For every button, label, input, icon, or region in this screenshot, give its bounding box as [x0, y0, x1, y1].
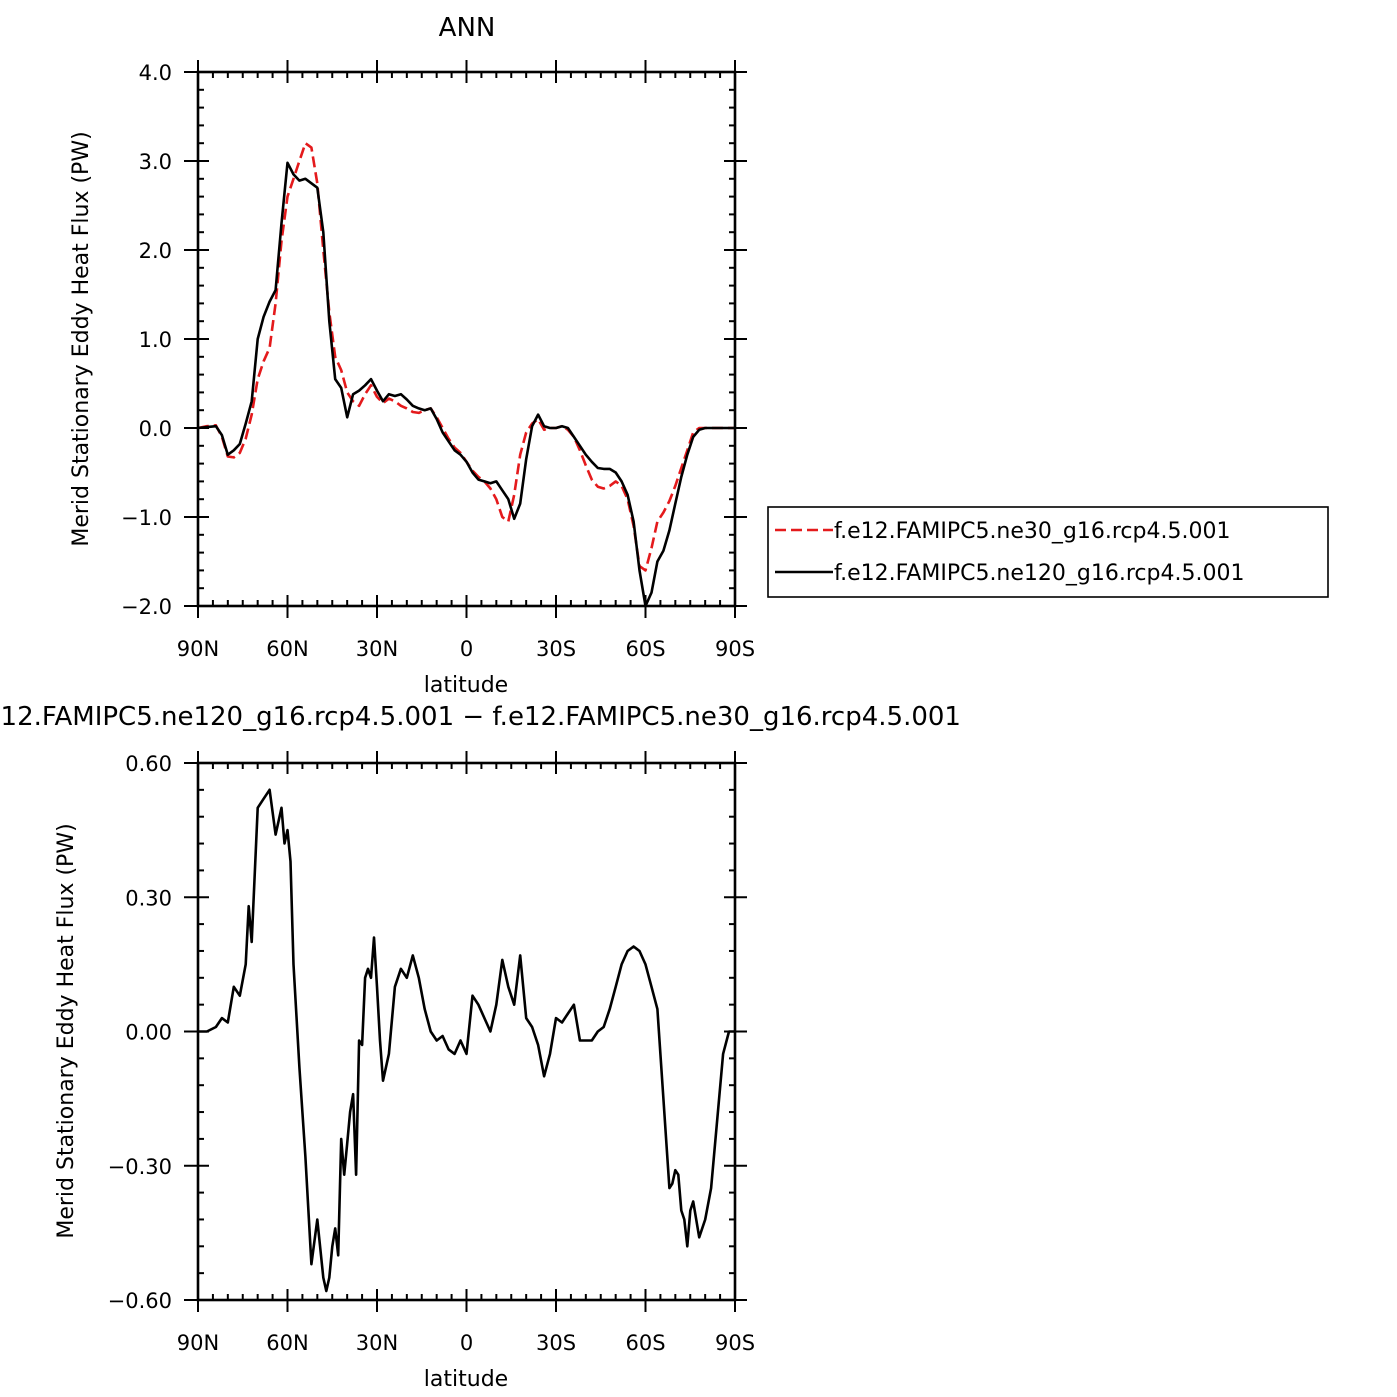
top-x-tick-label: 90N [177, 637, 219, 661]
bottom-chart-x-axis-title: latitude [424, 1367, 508, 1392]
bottom-chart-y-tick-labels: −0.60 −0.30 0.00 0.30 0.60 [108, 752, 172, 1313]
legend-label-ne120: f.e12.FAMIPC5.ne120_g16.rcp4.5.001 [834, 561, 1244, 586]
legend-box [767, 506, 1329, 598]
top-y-tick-label: −2.0 [121, 595, 172, 619]
top-y-tick-label: 1.0 [139, 328, 172, 352]
top-chart-panel: ANN 90N 60N 30N 0 30S 60S 90S −2.0 −1.0 0.0 1.0 2.… [69, 13, 1329, 698]
bottom-chart-series [198, 788, 735, 1293]
bottom-chart-x-tick-labels: 90N 60N 30N 0 30S 60S 90S [177, 1331, 755, 1355]
top-x-tick-label: 30S [536, 637, 576, 661]
top-x-tick-label: 0 [460, 637, 473, 661]
top-chart-frame [196, 70, 737, 608]
bottom-x-tick-label: 60N [266, 1331, 308, 1355]
bottom-x-tick-label: 0 [460, 1331, 473, 1355]
bottom-x-tick-label: 30N [356, 1331, 398, 1355]
top-chart-y-tick-labels: −2.0 −1.0 0.0 1.0 2.0 3.0 4.0 [121, 61, 172, 619]
bottom-x-tick-label: 90S [715, 1331, 755, 1355]
top-y-tick-label: −1.0 [121, 506, 172, 530]
bottom-y-tick-label: 0.60 [125, 752, 172, 776]
bottom-y-tick-label: 0.30 [125, 886, 172, 910]
top-x-tick-label: 30N [356, 637, 398, 661]
bottom-x-tick-label: 60S [625, 1331, 665, 1355]
bottom-chart-title: f.e12.FAMIPC5.ne120_g16.rcp4.5.001 − f.e… [0, 702, 961, 732]
bottom-y-tick-label: −0.60 [108, 1289, 172, 1313]
legend-label-ne30: f.e12.FAMIPC5.ne30_g16.rcp4.5.001 [834, 519, 1230, 544]
bottom-chart-panel: f.e12.FAMIPC5.ne120_g16.rcp4.5.001 − f.e… [0, 702, 961, 1392]
top-x-tick-label: 90S [715, 637, 755, 661]
top-y-tick-label: 2.0 [139, 239, 172, 263]
bottom-y-tick-label: −0.30 [108, 1155, 172, 1179]
bottom-x-tick-label: 30S [536, 1331, 576, 1355]
bottom-y-tick-label: 0.00 [125, 1021, 172, 1045]
top-chart-x-tick-labels: 90N 60N 30N 0 30S 60S 90S [177, 637, 755, 661]
top-x-tick-label: 60S [625, 637, 665, 661]
top-chart-y-axis-title: Merid Stationary Eddy Heat Flux (PW) [69, 131, 94, 546]
top-x-tick-label: 60N [266, 637, 308, 661]
legend: f.e12.FAMIPC5.ne30_g16.rcp4.5.001 f.e12.… [767, 506, 1329, 598]
top-chart-title: ANN [439, 13, 496, 43]
top-series-line-1 [197, 161, 735, 608]
bottom-x-tick-label: 90N [177, 1331, 219, 1355]
top-chart-x-axis-title: latitude [424, 673, 508, 698]
top-y-tick-label: 3.0 [139, 150, 172, 174]
top-chart-series [197, 141, 735, 608]
bottom-series-line-0 [198, 788, 735, 1293]
top-y-tick-label: 4.0 [139, 61, 172, 85]
bottom-chart-frame [196, 761, 737, 1302]
top-y-tick-label: 0.0 [139, 417, 172, 441]
bottom-chart-y-axis-title: Merid Stationary Eddy Heat Flux (PW) [54, 823, 79, 1238]
